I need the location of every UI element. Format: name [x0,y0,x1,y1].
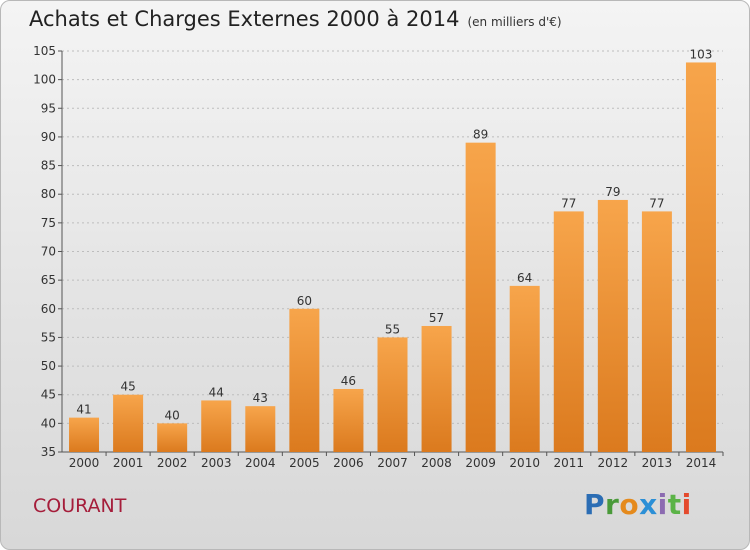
bar-2002 [157,423,188,452]
bar-2010 [509,285,540,452]
data-label-2010: 64 [517,271,532,285]
data-label-2011: 77 [561,196,576,210]
bar-2005 [289,308,320,452]
data-label-2012: 79 [605,185,620,199]
bar-2003 [201,400,232,452]
x-tick-label-2003: 2003 [201,456,232,470]
x-tick-label-2013: 2013 [642,456,673,470]
bar-2009 [465,142,496,452]
y-tick-label: 105 [33,44,56,58]
x-tick-label-2006: 2006 [333,456,364,470]
chart-title: Achats et Charges Externes 2000 à 2014 (e… [29,7,562,31]
y-tick-label: 100 [33,73,56,87]
bar-2012 [597,199,628,452]
x-tick-label-2005: 2005 [289,456,320,470]
y-tick-label: 75 [41,216,56,230]
x-tick-label-2010: 2010 [509,456,540,470]
bars [69,62,716,452]
unit-note: (en milliers d'€) [467,15,562,29]
proxiti-logo: Proxiti [584,488,692,521]
bar-2006 [333,388,364,452]
data-label-2004: 43 [253,391,268,405]
data-label-2002: 40 [165,408,180,422]
chart-title-text: Achats et Charges Externes 2000 à 2014 [29,7,460,31]
y-tick-label: 95 [41,101,56,115]
data-label-2008: 57 [429,311,444,325]
y-tick-label: 60 [41,302,56,316]
data-label-2005: 60 [297,294,312,308]
data-label-2001: 45 [120,380,135,394]
x-tick-label-2007: 2007 [377,456,408,470]
data-label-2007: 55 [385,322,400,336]
y-tick-label: 65 [41,273,56,287]
x-tick-label-2001: 2001 [113,456,144,470]
bar-2008 [421,325,452,452]
x-tick-label-2002: 2002 [157,456,188,470]
bar-2001 [113,394,144,452]
x-tick-label-2008: 2008 [421,456,452,470]
y-tick-label: 55 [41,330,56,344]
data-label-2006: 46 [341,374,356,388]
data-label-2003: 44 [209,385,224,399]
y-tick-label: 50 [41,359,56,373]
data-label-2013: 77 [649,196,664,210]
y-tick-label: 40 [41,416,56,430]
bar-2013 [641,211,672,452]
y-tick-label: 45 [41,388,56,402]
y-tick-label: 90 [41,130,56,144]
y-tick-label: 35 [41,445,56,459]
data-label-2014: 103 [690,47,713,61]
bar-2000 [69,417,100,452]
x-tick-label-2009: 2009 [465,456,496,470]
data-label-2009: 89 [473,128,488,142]
bar-2007 [377,337,408,452]
y-tick-label: 70 [41,245,56,259]
x-tick-label-2012: 2012 [598,456,629,470]
x-tick-label-2004: 2004 [245,456,276,470]
y-tick-label: 80 [41,187,56,201]
bar-2011 [553,211,584,452]
x-tick-label-2000: 2000 [69,456,100,470]
bar-2004 [245,406,276,452]
bar-2014 [685,62,716,452]
data-labels: 41 45 40 44 43 60 46 55 57 89 64 77 79 77 103 [76,47,712,422]
y-tick-label: 85 [41,159,56,173]
commune-name: COURANT [33,495,127,517]
x-tick-label-2011: 2011 [553,456,584,470]
x-tick-label-2014: 2014 [686,456,717,470]
data-label-2000: 41 [76,403,91,417]
